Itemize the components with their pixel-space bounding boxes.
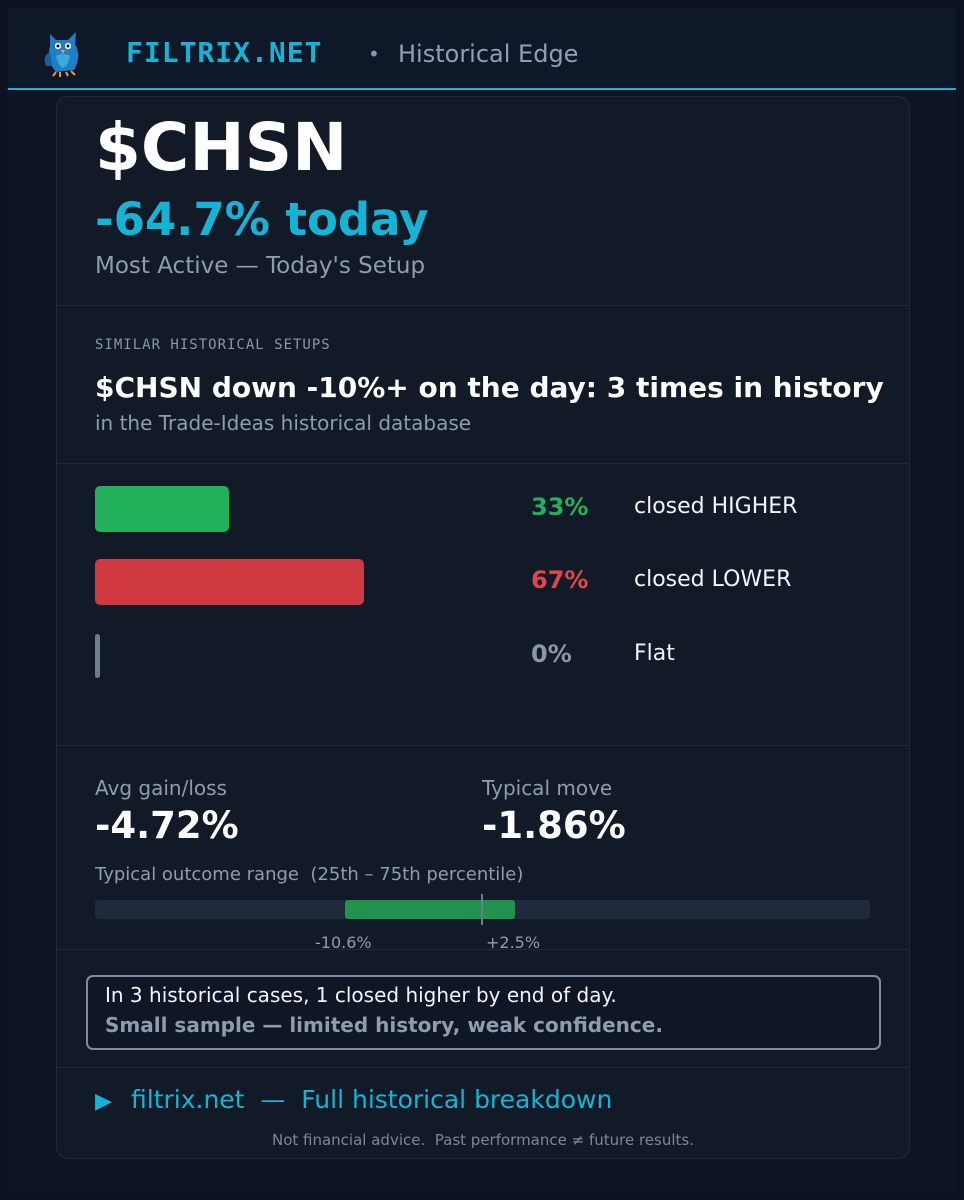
higher-label: closed HIGHER xyxy=(634,494,798,519)
range-label: Typical outcome range (25th – 75th perce… xyxy=(95,864,524,885)
summary-box: In 3 historical cases, 1 closed higher b… xyxy=(86,975,881,1050)
summary-line: In 3 historical cases, 1 closed higher b… xyxy=(105,983,617,1007)
daily-change: -64.7% today xyxy=(95,193,429,246)
ticker-symbol: $CHSN xyxy=(95,109,348,186)
lower-label: closed LOWER xyxy=(634,567,792,592)
header-bar: FILTRIX.NET • Historical Edge xyxy=(8,8,956,90)
lower-pct: 67% xyxy=(531,566,589,594)
divider xyxy=(57,745,909,746)
confidence-note: Small sample — limited history, weak con… xyxy=(105,1013,663,1037)
flat-label: Flat xyxy=(634,641,675,666)
range-low-label: -10.6% xyxy=(315,933,372,952)
section-label: SIMILAR HISTORICAL SETUPS xyxy=(95,337,331,353)
flat-pct: 0% xyxy=(531,640,572,668)
avg-gain-value: -4.72% xyxy=(95,804,239,847)
disclaimer: Not financial advice. Past performance ≠… xyxy=(271,1131,694,1149)
setup-caption: Most Active — Today's Setup xyxy=(95,253,426,279)
divider xyxy=(57,1067,909,1068)
range-track xyxy=(95,894,870,925)
divider xyxy=(57,463,909,464)
avg-gain-label: Avg gain/loss xyxy=(95,776,227,800)
range-fill xyxy=(345,900,515,919)
play-arrow-icon: ▶ xyxy=(95,1089,112,1114)
setup-subline: in the Trade-Ideas historical database xyxy=(95,411,472,435)
range-high-label: +2.5% xyxy=(486,933,541,952)
divider xyxy=(57,305,909,306)
typical-move-value: -1.86% xyxy=(482,804,626,847)
header-subtitle: Historical Edge xyxy=(398,40,579,68)
full-breakdown-link[interactable]: filtrix.net — Full historical breakdown xyxy=(131,1085,613,1114)
header-separator: • xyxy=(368,42,380,66)
lower-bar xyxy=(95,559,364,605)
brand-name[interactable]: FILTRIX.NET xyxy=(126,36,323,69)
flat-bar xyxy=(95,634,100,678)
owl-logo-icon xyxy=(44,32,79,77)
higher-pct: 33% xyxy=(531,493,589,521)
typical-move-label: Typical move xyxy=(482,776,613,800)
zero-marker xyxy=(481,894,483,925)
divider xyxy=(57,949,909,950)
higher-bar xyxy=(95,486,229,532)
setup-card: $CHSN -64.7% today Most Active — Today's… xyxy=(56,96,910,1159)
setup-headline: $CHSN down -10%+ on the day: 3 times in … xyxy=(95,371,884,404)
